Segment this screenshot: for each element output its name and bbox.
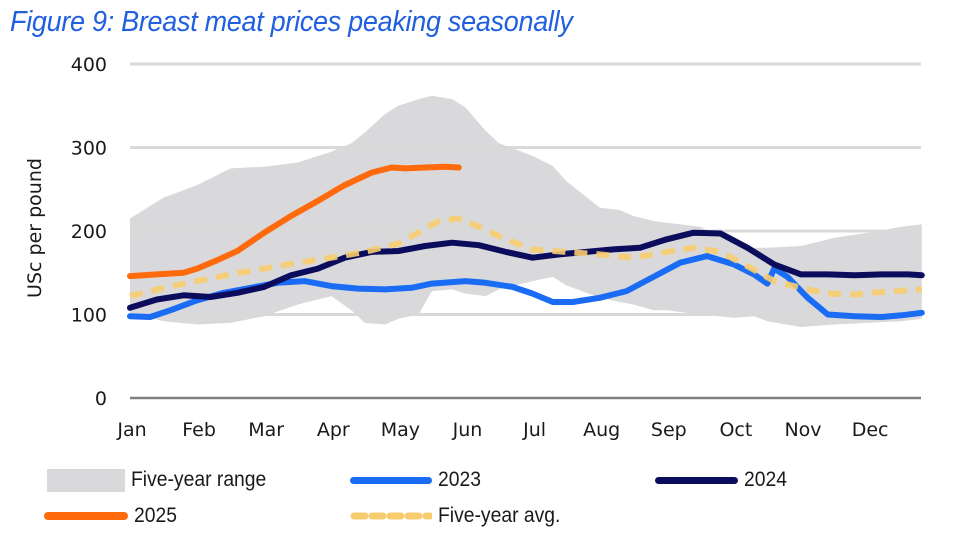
dashed-avg-swatch [350, 512, 432, 520]
x-tick-label: Aug [583, 419, 620, 441]
x-tick-label: Jun [452, 419, 483, 441]
legend-item-2025: 2025 [44, 501, 181, 531]
x-axis-ticks: Jan Feb Mar Apr May Jun Jul Aug Sep Oct Nov Dec [116, 419, 888, 441]
y-tick-label: 200 [71, 221, 107, 243]
x-tick-label: Sep [651, 419, 687, 441]
x-tick-label: Jul [522, 419, 546, 441]
y-tick-label: 0 [95, 388, 107, 410]
line-2024-swatch [655, 476, 738, 484]
series-lines [127, 163, 925, 320]
y-tick-label: 400 [71, 54, 107, 76]
line-2025-swatch [44, 512, 128, 520]
legend-item-2023: 2023 [350, 465, 485, 495]
legend-label: Five-year range [131, 468, 267, 491]
range-swatch [47, 468, 125, 492]
y-axis-label: USc per pound [24, 158, 46, 298]
series-line-2024 [127, 229, 925, 311]
series-line-2025 [127, 163, 462, 280]
x-tick-label: Mar [248, 419, 284, 441]
gridlines [130, 62, 921, 400]
legend-label: Five-year avg. [438, 504, 561, 527]
legend-label: 2024 [744, 468, 787, 491]
x-tick-label: Feb [182, 419, 216, 441]
x-tick-label: Dec [852, 419, 889, 441]
legend-label: 2023 [438, 468, 481, 491]
legend-item-five-year-avg: Five-year avg. [350, 501, 571, 531]
legend: Five-year range 2023 2024 2025 Five-year… [0, 455, 960, 542]
line-chart: 0 100 200 300 400 Jan Feb Mar Apr May Jun Jul Aug Se… [24, 54, 925, 441]
x-tick-label: Apr [317, 419, 350, 441]
figure-title: Figure 9: Breast meat prices peaking sea… [10, 6, 573, 38]
five-year-range-band [130, 95, 922, 327]
y-tick-label: 100 [71, 305, 107, 327]
legend-item-five-year-range: Five-year range [47, 465, 278, 495]
y-axis-ticks: 0 100 200 300 400 [71, 54, 107, 410]
x-tick-label: Nov [784, 419, 821, 441]
line-2023-swatch [350, 476, 432, 484]
y-tick-label: 300 [71, 138, 107, 160]
series-line-five-year-avg [129, 215, 923, 300]
x-tick-label: Oct [719, 419, 752, 441]
x-tick-label: May [381, 419, 420, 441]
legend-item-2024: 2024 [655, 465, 791, 495]
x-tick-label: Jan [116, 419, 146, 441]
five-year-range-band-layer [130, 95, 922, 327]
legend-label: 2025 [134, 504, 177, 527]
